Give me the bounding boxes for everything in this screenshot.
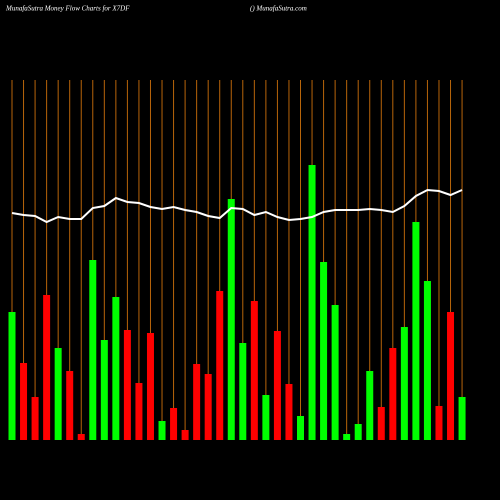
bar [204,374,212,440]
bar [447,312,455,440]
bar [389,348,397,440]
bar [366,371,374,440]
bar [423,281,431,440]
bar [66,371,74,440]
chart-title: MunafaSutra Money Flow Charts for X7DF [5,5,130,13]
bar [89,260,97,440]
bar [112,297,120,440]
bar [193,364,201,440]
bar [146,333,154,440]
bar [135,383,143,440]
chart-subtitle: () MunafaSutra.com [250,5,307,13]
bar [216,291,224,440]
bar [123,330,131,440]
bar [100,340,108,440]
bar [239,343,247,440]
bar [435,406,443,440]
bar [308,165,316,440]
bar [54,348,62,440]
bar [227,199,235,440]
bar [412,222,420,440]
bar [285,384,293,440]
bar [8,312,16,440]
bar [320,262,328,440]
bar [377,407,385,440]
bar [262,395,270,440]
bar [400,327,408,440]
bar [458,397,466,440]
bar [297,416,304,440]
bar [20,363,28,440]
bar [181,430,189,440]
bar [158,421,166,440]
bar [273,331,281,440]
bar [77,434,85,440]
bar [170,408,178,440]
bar [250,301,258,440]
bar [43,295,51,440]
bar [343,434,351,440]
bar [331,305,339,440]
bar [354,424,362,440]
money-flow-line [11,188,463,224]
bar [31,397,39,440]
